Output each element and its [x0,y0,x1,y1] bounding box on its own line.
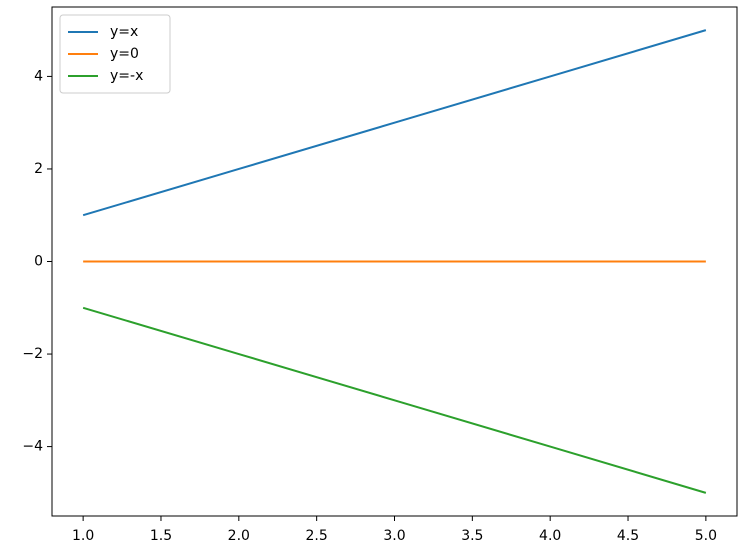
x-tick-label: 5.0 [695,528,717,544]
x-tick-label: 2.5 [306,528,328,544]
series-line [82,29,707,217]
y-tick-label: 4 [34,68,43,84]
legend-label: y=0 [110,46,139,62]
legend-box [59,14,171,94]
legend-label: y=-x [110,68,143,84]
x-tick-label: 4.5 [617,528,639,544]
legend-label: y=x [110,24,138,40]
x-tick-label: 3.5 [461,528,483,544]
y-tick-label: 0 [34,254,43,270]
y-tick-label: 2 [34,161,43,177]
x-tick-label: 1.5 [150,528,172,544]
x-tick-label: 4.0 [539,528,561,544]
y-tick-label: −4 [22,439,43,455]
y-tick-label: −2 [22,346,43,362]
x-tick-label: 3.0 [383,528,405,544]
series-line [82,306,707,494]
x-tick-label: 1.0 [72,528,94,544]
x-tick-label: 2.0 [228,528,250,544]
legend: y=x y=0 y=-x [59,14,171,94]
